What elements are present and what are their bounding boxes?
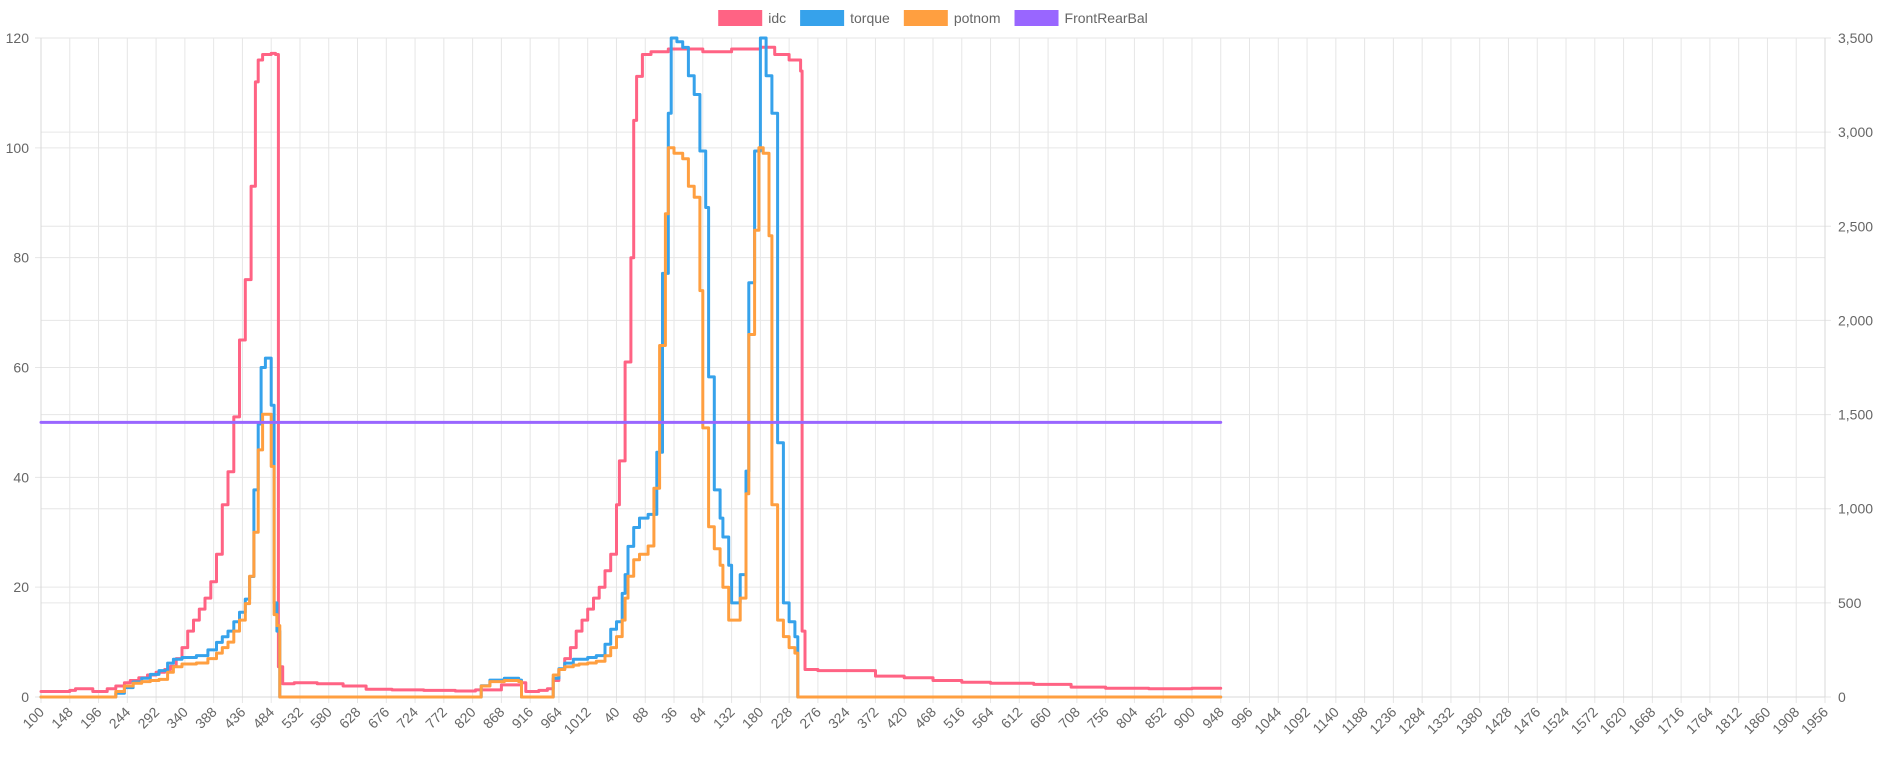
x-tick-label: 276 [796,704,824,732]
y-right-tick-label: 1,500 [1838,407,1873,423]
x-tick-label: 1428 [1481,704,1514,737]
x-tick-label: 148 [48,704,76,732]
x-tick-label: 100 [19,704,47,732]
x-tick-label: 628 [336,704,364,732]
legend-label-potnom: potnom [954,10,1001,26]
x-tick-label: 676 [365,704,393,732]
x-tick-label: 708 [1055,704,1083,732]
x-tick-label: 1908 [1769,704,1802,737]
x-tick-label: 84 [687,704,709,726]
x-tick-label: 228 [767,704,795,732]
x-tick-label: 1764 [1683,704,1716,737]
y-right-tick-label: 2,500 [1838,218,1873,234]
x-tick-label: 1332 [1424,704,1457,737]
x-tick-label: 948 [1199,704,1227,732]
legend-swatch-torque [800,10,845,26]
series-line-torque [39,36,1223,699]
x-tick-label: 1572 [1568,704,1601,737]
x-tick-label: 1860 [1740,704,1773,737]
chart-legend: idc torque potnom FrontRearBal [718,10,1148,26]
x-tick-label: 564 [969,704,997,732]
x-tick-label: 756 [1084,704,1112,732]
x-tick-label: 1668 [1625,704,1658,737]
y-right-tick-label: 3,500 [1838,30,1873,46]
chart-series [39,36,1223,699]
x-tick-label: 1812 [1711,704,1744,737]
y-left-tick-label: 40 [13,469,29,485]
y-left-tick-label: 80 [13,250,29,266]
series-line-potnom [39,146,1223,699]
x-tick-label: 1476 [1510,704,1543,737]
x-tick-label: 1956 [1798,704,1831,737]
y-left-tick-label: 20 [13,579,29,595]
x-tick-label: 340 [163,704,191,732]
x-axis: 100 148 196 244 292 340 388 436 484 532 580 628 676 7… [19,704,1831,737]
x-tick-label: 516 [940,704,968,732]
legend-label-idc: idc [768,10,786,26]
x-tick-label: 1012 [560,704,593,737]
x-tick-label: 388 [192,704,220,732]
x-tick-label: 1524 [1539,704,1572,737]
x-tick-label: 372 [854,704,882,732]
x-tick-label: 612 [998,704,1026,732]
x-tick-label: 468 [911,704,939,732]
y-left-tick-label: 0 [21,689,29,705]
legend-label-FrontRearBal: FrontRearBal [1065,10,1148,26]
y-axis-left: 0 20 40 60 80 100 120 [6,30,30,705]
y-left-tick-label: 60 [13,360,29,376]
x-tick-label: 868 [480,704,508,732]
x-tick-label: 1236 [1366,704,1399,737]
x-tick-label: 1380 [1452,704,1485,737]
y-right-tick-label: 1,000 [1838,501,1873,517]
y-right-tick-label: 2,000 [1838,312,1873,328]
y-axis-right: 0 500 1,000 1,500 2,000 2,500 3,000 3,500 [1838,30,1873,705]
x-tick-label: 324 [825,704,853,732]
y-left-tick-label: 120 [6,30,30,46]
chart-grid [35,37,1831,703]
x-tick-label: 852 [1141,704,1169,732]
x-tick-label: 1044 [1251,704,1284,737]
series-line-idc [39,45,1223,693]
y-right-tick-label: 3,000 [1838,124,1873,140]
x-tick-label: 532 [278,704,306,732]
x-tick-label: 180 [739,704,767,732]
legend-swatch-idc [718,10,763,26]
x-tick-label: 900 [1170,704,1198,732]
x-tick-label: 660 [1026,704,1054,732]
x-tick-label: 1140 [1309,704,1342,737]
x-tick-label: 484 [249,704,277,732]
x-tick-label: 820 [451,704,479,732]
x-tick-label: 1620 [1596,704,1629,737]
x-tick-label: 244 [106,704,134,732]
x-tick-label: 1092 [1280,704,1313,737]
x-tick-label: 36 [658,704,680,726]
x-tick-label: 1284 [1395,704,1428,737]
x-tick-label: 916 [508,704,536,732]
x-tick-label: 580 [307,704,335,732]
x-tick-label: 1716 [1654,704,1687,737]
legend-swatch-potnom [903,10,948,26]
y-left-tick-label: 100 [6,140,30,156]
x-tick-label: 724 [393,704,421,732]
legend-label-torque: torque [850,10,890,26]
x-tick-label: 88 [629,704,651,726]
x-tick-label: 292 [134,704,162,732]
x-tick-label: 1188 [1338,704,1371,737]
x-tick-label: 436 [221,704,249,732]
x-tick-label: 804 [1113,704,1141,732]
y-right-tick-label: 500 [1838,595,1862,611]
legend-swatch-FrontRearBal [1014,10,1059,26]
x-tick-label: 772 [422,704,450,732]
x-tick-label: 420 [883,704,911,732]
x-tick-label: 196 [77,704,105,732]
x-tick-label: 132 [710,704,738,732]
x-tick-label: 40 [600,704,622,726]
y-right-tick-label: 0 [1838,689,1846,705]
